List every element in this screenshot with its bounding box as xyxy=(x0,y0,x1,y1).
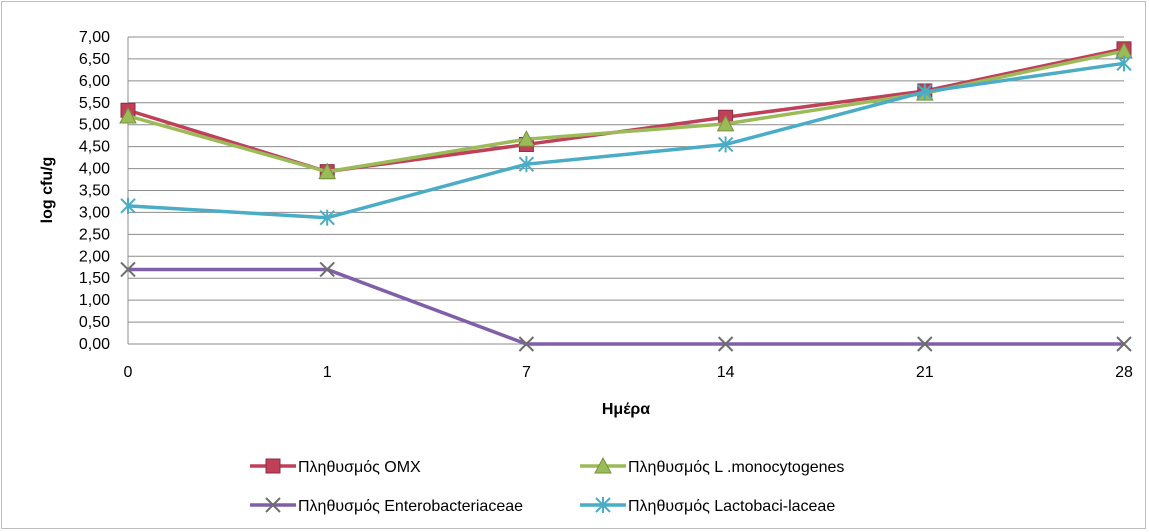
data-point xyxy=(716,114,735,132)
y-tick-label: 0,50 xyxy=(79,314,110,331)
data-point xyxy=(717,136,734,153)
x-axis-title: Ημέρα xyxy=(602,401,650,418)
y-tick-label: 5,50 xyxy=(79,95,110,112)
data-point xyxy=(1116,55,1132,72)
data-point xyxy=(319,209,335,226)
x-tick-label: 1 xyxy=(323,364,332,381)
marker-stroke xyxy=(1116,336,1132,352)
marker-stroke xyxy=(120,261,136,278)
data-point xyxy=(517,130,536,147)
data-point xyxy=(717,336,734,352)
legend-marker xyxy=(595,497,611,513)
data-point xyxy=(917,336,933,352)
data-point xyxy=(319,261,335,278)
legend-label: Πληθυσμός L .monocytogenes xyxy=(628,459,844,476)
x-tick-label: 28 xyxy=(1115,364,1133,381)
y-tick-label: 5,00 xyxy=(79,117,110,134)
y-tick-label: 1,50 xyxy=(79,270,110,287)
x-tick-label: 21 xyxy=(916,364,934,381)
data-point xyxy=(120,261,136,278)
y-tick-label: 3,00 xyxy=(79,204,110,221)
marker-stroke xyxy=(917,336,933,352)
marker-stroke xyxy=(518,336,535,352)
legend: Πληθυσμός ΟΜΧ Πληθυσμός L .monocytogenes Π… xyxy=(250,456,844,515)
y-tick-label: 4,00 xyxy=(79,161,110,178)
legend-label: Πληθυσμός Enterobacteriaceae xyxy=(298,498,523,515)
series-line xyxy=(128,267,1124,346)
y-tick-label: 1,00 xyxy=(79,292,110,309)
data-point xyxy=(119,106,137,124)
series-line xyxy=(127,61,1125,220)
legend-item: Πληθυσμός ΟΜΧ xyxy=(250,458,421,476)
y-tick-label: 2,00 xyxy=(79,248,110,265)
data-point xyxy=(120,197,136,214)
y-tick-label: 6,50 xyxy=(79,51,110,68)
marker-stroke xyxy=(265,497,281,513)
x-tick-label: 14 xyxy=(717,364,735,381)
y-tick-label: 0,00 xyxy=(79,336,110,353)
data-point xyxy=(518,336,535,352)
x-axis-ticks: 0 1 7 14 21 28 xyxy=(124,364,1133,381)
legend-label: Πληθυσμός Lactobaci-laceae xyxy=(628,498,835,515)
legend-label: Πληθυσμός ΟΜΧ xyxy=(298,459,421,476)
legend-marker xyxy=(265,458,281,474)
marker-stroke xyxy=(319,261,335,278)
data-point xyxy=(1116,336,1132,352)
y-axis-title: log cfu/g xyxy=(39,157,56,224)
y-tick-label: 3,50 xyxy=(79,183,110,200)
legend-item: Πληθυσμός L .monocytogenes xyxy=(580,456,844,476)
series-3 xyxy=(120,261,1132,352)
x-tick-label: 0 xyxy=(124,364,133,381)
data-point xyxy=(917,83,933,100)
legend-item: Πληθυσμός Enterobacteriaceae xyxy=(250,497,523,515)
legend-marker xyxy=(265,497,281,513)
y-tick-label: 4,50 xyxy=(79,139,110,156)
marker-stroke xyxy=(717,336,734,352)
y-tick-label: 7,00 xyxy=(79,29,110,46)
legend-item: Πληθυσμός Lactobaci-laceae xyxy=(580,497,835,515)
x-tick-label: 7 xyxy=(522,364,531,381)
series-lines xyxy=(119,41,1133,352)
legend-marker xyxy=(594,456,612,474)
series-2 xyxy=(119,41,1133,180)
y-tick-label: 2,50 xyxy=(79,226,110,243)
data-point xyxy=(318,162,337,180)
series-4 xyxy=(120,55,1132,226)
y-axis-ticks: 0,00 0,50 1,00 1,50 2,00 2,50 3,00 3,50 4,00 4,50… xyxy=(79,29,110,353)
data-point xyxy=(518,156,535,173)
y-tick-label: 6,00 xyxy=(79,73,110,90)
